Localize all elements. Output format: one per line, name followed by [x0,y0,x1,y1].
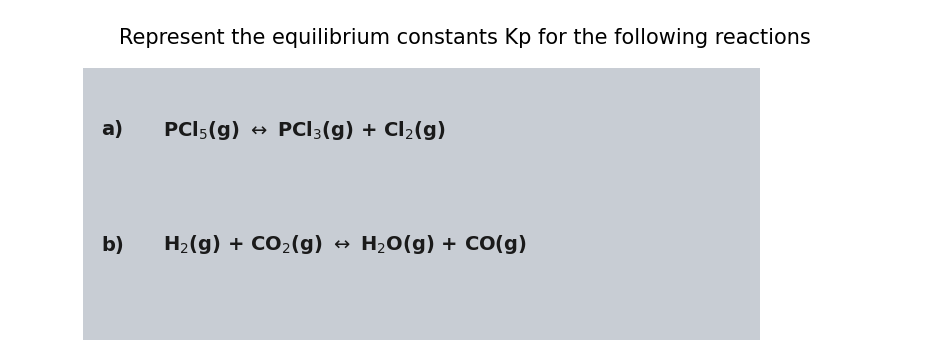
Text: b): b) [101,236,124,254]
Text: PCl$_{5}$(g) $\leftrightarrow$ PCl$_{3}$(g) + Cl$_{2}$(g): PCl$_{5}$(g) $\leftrightarrow$ PCl$_{3}$… [163,119,446,142]
Text: Represent the equilibrium constants Kp for the following reactions: Represent the equilibrium constants Kp f… [119,28,811,48]
FancyBboxPatch shape [83,68,760,340]
Text: a): a) [101,120,123,139]
Text: H$_{2}$(g) + CO$_{2}$(g) $\leftrightarrow$ H$_{2}$O(g) + CO(g): H$_{2}$(g) + CO$_{2}$(g) $\leftrightarro… [163,233,527,257]
